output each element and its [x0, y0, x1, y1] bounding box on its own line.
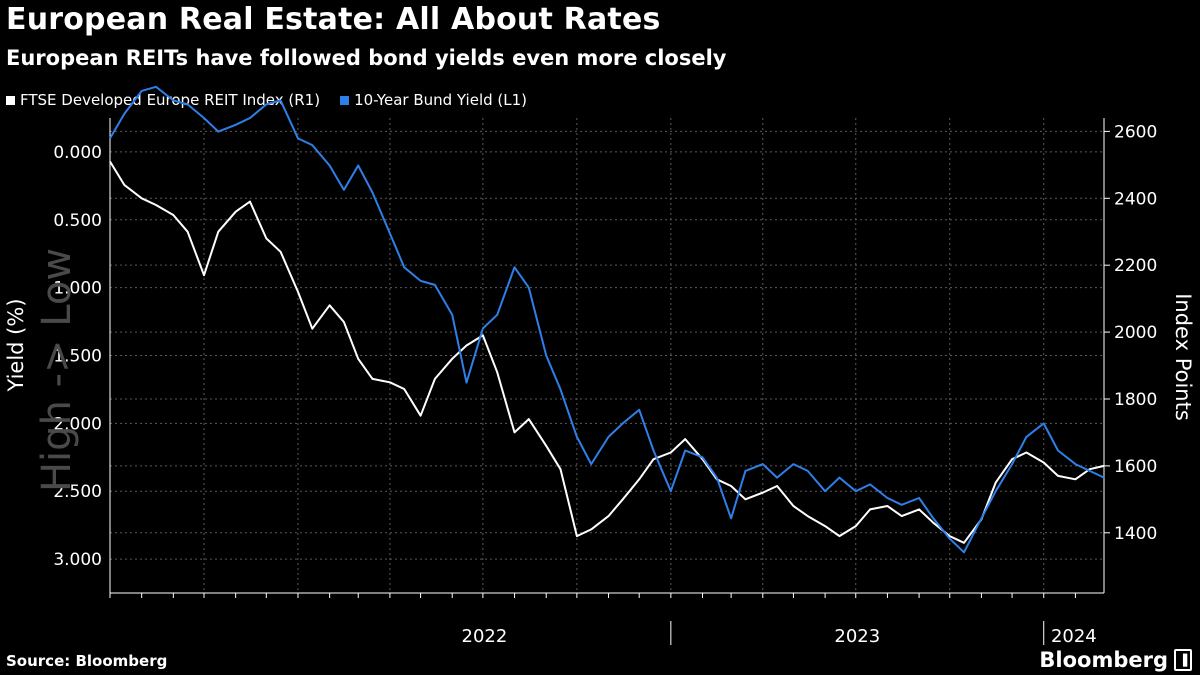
legend-label-reit: FTSE Developed Europe REIT Index (R1)	[20, 91, 321, 109]
left-tick-label: 2.000	[53, 414, 102, 434]
right-tick-label: 1600	[1114, 457, 1157, 477]
legend: FTSE Developed Europe REIT Index (R1) 10…	[6, 91, 527, 109]
series	[109, 85, 1105, 554]
brand: Bloomberg ▐	[1039, 648, 1192, 672]
series-line-bund	[109, 85, 1105, 554]
left-tick-label: 0.500	[53, 211, 102, 231]
brand-name: Bloomberg	[1039, 648, 1168, 672]
x-tick-label: 2024	[1051, 626, 1097, 647]
grid	[109, 118, 1104, 593]
legend-swatch-reit	[6, 95, 15, 105]
left-tick-label: 1.000	[53, 279, 102, 299]
chart-title: European Real Estate: All About Rates	[6, 2, 661, 37]
x-tick-label: 2022	[462, 626, 508, 647]
series-line-reit	[109, 160, 1105, 544]
left-tick-label: 1.500	[53, 347, 102, 367]
legend-item-bund: 10-Year Bund Yield (L1)	[340, 91, 527, 109]
legend-swatch-bund	[340, 95, 350, 105]
right-tick-label: 2000	[1114, 323, 1157, 343]
brand-mark-icon: ▐	[1174, 649, 1192, 671]
right-tick-label: 2200	[1114, 256, 1157, 276]
right-tick-label: 1400	[1114, 524, 1157, 544]
right-tick-label: 2600	[1114, 122, 1157, 142]
left-tick-label: 2.500	[53, 482, 102, 502]
left-tick-label: 0.000	[53, 143, 102, 163]
left-tick-label: 3.000	[53, 550, 102, 570]
source-note: Source: Bloomberg	[6, 652, 168, 670]
chart-subtitle: European REITs have followed bond yields…	[6, 46, 727, 70]
right-tick-label: 2400	[1114, 189, 1157, 209]
x-tick-label: 2023	[834, 626, 880, 647]
axes: 0.000 0.500 1.000 1.500 2.000 2.500 3.000 1400 1…	[53, 118, 1157, 647]
left-axis-label: Yield (%)	[4, 298, 28, 392]
right-axis-label: Index Points	[1171, 293, 1195, 421]
left-axis-watermark: High -> Low	[34, 248, 80, 492]
right-tick-label: 1800	[1114, 390, 1157, 410]
legend-label-bund: 10-Year Bund Yield (L1)	[354, 91, 528, 109]
legend-item-reit: FTSE Developed Europe REIT Index (R1)	[6, 91, 320, 109]
